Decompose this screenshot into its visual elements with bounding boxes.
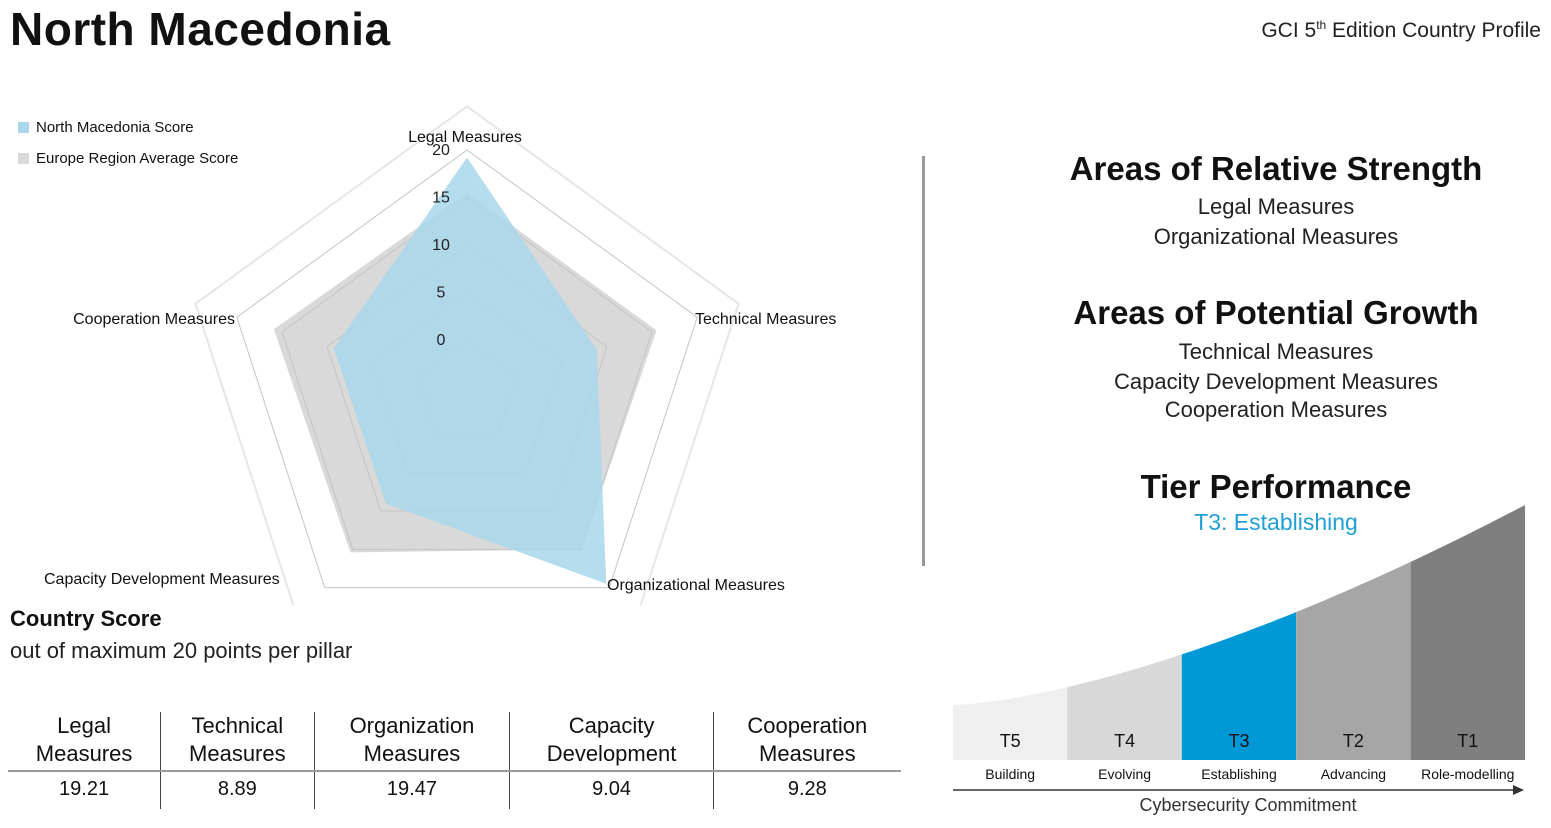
- commitment-axis-label: Cybersecurity Commitment: [1139, 795, 1356, 815]
- radar-tick-label: 5: [437, 284, 446, 301]
- radar-grid-ring: [236, 149, 698, 589]
- header-line: Measures: [35, 741, 133, 766]
- radar-tick-label: 15: [432, 189, 450, 206]
- radar-axis-label: Technical Measures: [695, 311, 836, 328]
- chart-legend: North Macedonia Score Europe Region Aver…: [18, 112, 238, 174]
- commitment-arrow-icon: [1513, 785, 1524, 795]
- header-line: Legal: [57, 713, 111, 738]
- header-line: Development: [546, 741, 677, 766]
- tier-label: Evolving: [1098, 766, 1151, 782]
- radar-axis-label: Organizational Measures: [607, 577, 785, 594]
- vertical-divider: [922, 156, 925, 566]
- radar-grid-ring: [281, 196, 653, 550]
- growth-item: Capacity Development Measures: [1113, 369, 1439, 394]
- tier-title: Tier Performance: [1140, 468, 1412, 505]
- score-value-legal: 19.21: [8, 771, 162, 809]
- tier-code: T3: [1228, 731, 1249, 751]
- tier-label: Establishing: [1201, 766, 1277, 782]
- edition-label: GCI 5th Edition Country Profile: [1261, 18, 1541, 43]
- score-value-technical: 8.89: [160, 771, 315, 809]
- header-line: Measures: [189, 741, 286, 766]
- score-value-row: 19.21 8.89 19.47 9.04 9.28: [8, 771, 901, 809]
- tier-band: [1296, 561, 1411, 760]
- score-header-row: Legal Measures Technical Measures Organiza…: [8, 712, 901, 772]
- tier-code: T2: [1343, 731, 1364, 751]
- header-line: Cooperation: [747, 713, 868, 738]
- radar-tick-label: 0: [437, 332, 446, 349]
- growth-item: Cooperation Measures: [1164, 397, 1388, 422]
- edition-sup: th: [1316, 18, 1327, 32]
- score-header-legal: Legal Measures: [8, 712, 162, 772]
- radar-axis-label: Capacity Development Measures: [44, 571, 280, 588]
- page-title: North Macedonia: [10, 3, 391, 55]
- score-header-cooperation: Cooperation Measures: [713, 712, 901, 772]
- edition-prefix: GCI 5: [1261, 19, 1317, 42]
- legend-swatch-country: [18, 122, 29, 133]
- legend-item-country: North Macedonia Score: [18, 112, 238, 143]
- tier-label: Building: [985, 766, 1035, 782]
- score-header-capacity: Capacity Development: [509, 712, 714, 772]
- radar-tick-label: 10: [432, 237, 450, 254]
- score-value-capacity: 9.04: [509, 771, 714, 809]
- tier-band: [1410, 505, 1525, 760]
- tier-label: Advancing: [1321, 766, 1386, 782]
- header-line: Technical: [191, 713, 284, 738]
- score-header-organization: Organization Measures: [314, 712, 511, 772]
- radar-axis-label: Cooperation Measures: [73, 311, 235, 328]
- strength-title: Areas of Relative Strength: [1069, 150, 1483, 187]
- strength-item: Legal Measures: [1197, 194, 1355, 219]
- header-line: Organization: [349, 713, 475, 738]
- tier-graphic: T5 Building T4 Evolving T3 Establishing T2 Adva…: [953, 505, 1525, 815]
- score-value-organization: 19.47: [314, 771, 511, 809]
- score-title: Country Score: [10, 606, 162, 631]
- score-table: Legal Measures Technical Measures Organiza…: [8, 712, 901, 809]
- legend-label-country: North Macedonia Score: [36, 119, 194, 136]
- radar-axis-label: Legal Measures: [408, 129, 522, 146]
- tier-band: [1067, 654, 1182, 760]
- header-line: Capacity: [568, 713, 655, 738]
- radar-outer-frame: [194, 105, 740, 605]
- strength-item: Organizational Measures: [1153, 224, 1399, 249]
- score-value-cooperation: 9.28: [787, 778, 827, 800]
- tier-code: T4: [1114, 731, 1135, 751]
- tier-value: T3: Establishing: [1194, 509, 1358, 535]
- tier-code: T1: [1457, 731, 1478, 751]
- growth-item: Technical Measures: [1178, 339, 1374, 364]
- growth-title: Areas of Potential Growth: [1073, 294, 1479, 331]
- edition-suffix: Edition Country Profile: [1326, 19, 1541, 42]
- tier-code: T5: [1000, 731, 1021, 751]
- legend-swatch-region: [18, 153, 29, 164]
- radar-tick-label: 20: [432, 142, 450, 159]
- radar-series-country: [333, 157, 607, 584]
- score-header-technical: Technical Measures: [160, 712, 315, 772]
- tier-band: [953, 687, 1068, 760]
- tier-label: Role-modelling: [1421, 766, 1514, 782]
- header-line: Measures: [363, 741, 461, 766]
- legend-label-region: Europe Region Average Score: [36, 150, 239, 167]
- header-line: Measures: [759, 741, 856, 766]
- tier-band: [1181, 612, 1297, 760]
- score-subtitle: out of maximum 20 points per pillar: [10, 638, 353, 663]
- legend-item-region: Europe Region Average Score: [18, 143, 238, 174]
